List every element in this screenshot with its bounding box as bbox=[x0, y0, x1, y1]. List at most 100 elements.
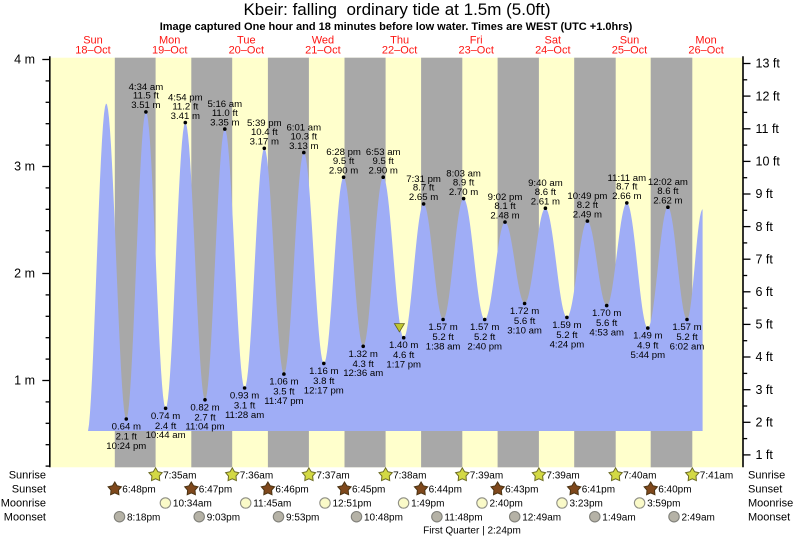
svg-text:10:48pm: 10:48pm bbox=[364, 512, 403, 523]
svg-text:7:31 pm: 7:31 pm bbox=[406, 174, 441, 185]
svg-text:12:17 pm: 12:17 pm bbox=[304, 385, 344, 396]
svg-text:10:49 pm: 10:49 pm bbox=[567, 191, 607, 202]
svg-text:4:54 pm: 4:54 pm bbox=[168, 93, 203, 104]
svg-text:6:40pm: 6:40pm bbox=[658, 485, 691, 496]
svg-text:3.51 m: 3.51 m bbox=[131, 100, 160, 111]
svg-text:5.6 ft: 5.6 ft bbox=[596, 318, 618, 329]
svg-text:8.7 ft: 8.7 ft bbox=[413, 183, 435, 194]
svg-text:11:45am: 11:45am bbox=[253, 499, 291, 510]
svg-text:21–Oct: 21–Oct bbox=[305, 45, 340, 57]
svg-text:20–Oct: 20–Oct bbox=[229, 45, 264, 57]
svg-text:1 m: 1 m bbox=[14, 374, 35, 388]
svg-text:3.13 m: 3.13 m bbox=[289, 141, 318, 152]
svg-text:8.6 ft: 8.6 ft bbox=[657, 186, 679, 197]
svg-text:10:34am: 10:34am bbox=[173, 499, 212, 510]
svg-text:3:23pm: 3:23pm bbox=[570, 499, 603, 510]
svg-text:5.6 ft: 5.6 ft bbox=[514, 316, 536, 327]
svg-text:2.90 m: 2.90 m bbox=[369, 165, 398, 176]
svg-text:Sunset: Sunset bbox=[748, 484, 782, 496]
svg-text:24–Oct: 24–Oct bbox=[535, 45, 570, 57]
svg-text:9.5 ft: 9.5 ft bbox=[373, 156, 395, 167]
svg-text:Moonset: Moonset bbox=[748, 511, 790, 523]
svg-text:Mon: Mon bbox=[695, 34, 716, 46]
svg-text:7:37am: 7:37am bbox=[316, 471, 349, 482]
svg-text:1.70 m: 1.70 m bbox=[592, 308, 621, 319]
svg-text:2.65 m: 2.65 m bbox=[409, 192, 438, 203]
svg-text:8.1 ft: 8.1 ft bbox=[494, 201, 516, 212]
svg-text:4:53 am: 4:53 am bbox=[589, 328, 624, 339]
svg-text:2:40 pm: 2:40 pm bbox=[467, 341, 502, 352]
svg-text:0.74 m: 0.74 m bbox=[151, 411, 180, 422]
svg-text:Sat: Sat bbox=[545, 34, 562, 46]
svg-text:2.7 ft: 2.7 ft bbox=[194, 412, 216, 423]
svg-text:6:45pm: 6:45pm bbox=[352, 485, 385, 496]
svg-text:1.57 m: 1.57 m bbox=[470, 322, 499, 333]
svg-text:9.5 ft: 9.5 ft bbox=[333, 156, 355, 167]
svg-text:9:02 pm: 9:02 pm bbox=[488, 192, 523, 203]
svg-text:2.90 m: 2.90 m bbox=[329, 165, 358, 176]
svg-text:8.6 ft: 8.6 ft bbox=[535, 187, 557, 198]
svg-text:10:24 pm: 10:24 pm bbox=[106, 441, 146, 452]
svg-text:First Quarter | 2:24pm: First Quarter | 2:24pm bbox=[423, 526, 521, 537]
svg-text:4 m: 4 m bbox=[14, 53, 35, 67]
svg-text:2.48 m: 2.48 m bbox=[490, 210, 519, 221]
svg-text:3:10 am: 3:10 am bbox=[507, 325, 542, 336]
svg-text:5 ft: 5 ft bbox=[756, 318, 774, 332]
svg-text:2.1 ft: 2.1 ft bbox=[116, 432, 138, 443]
svg-text:1.59 m: 1.59 m bbox=[552, 320, 581, 331]
svg-text:2.70 m: 2.70 m bbox=[449, 187, 478, 198]
svg-text:11:47 pm: 11:47 pm bbox=[264, 396, 303, 407]
svg-text:1:49pm: 1:49pm bbox=[411, 499, 444, 510]
svg-text:1:17 pm: 1:17 pm bbox=[386, 360, 421, 371]
svg-text:7:36am: 7:36am bbox=[240, 471, 273, 482]
svg-text:Sun: Sun bbox=[620, 34, 640, 46]
svg-text:2.4 ft: 2.4 ft bbox=[155, 421, 177, 432]
svg-text:0.64 m: 0.64 m bbox=[112, 422, 141, 433]
svg-text:Moonrise: Moonrise bbox=[1, 498, 46, 510]
svg-text:5:39 pm: 5:39 pm bbox=[247, 118, 282, 129]
svg-text:8 ft: 8 ft bbox=[756, 220, 774, 234]
svg-text:3.8 ft: 3.8 ft bbox=[313, 376, 335, 387]
svg-text:0.82 m: 0.82 m bbox=[190, 402, 219, 413]
svg-text:3 m: 3 m bbox=[14, 160, 35, 174]
svg-text:12:02 am: 12:02 am bbox=[648, 177, 688, 188]
svg-text:Image captured One hour and 18: Image captured One hour and 18 minutes b… bbox=[160, 21, 633, 33]
svg-text:11:48pm: 11:48pm bbox=[444, 512, 482, 523]
svg-text:11.5 ft: 11.5 ft bbox=[133, 91, 159, 102]
svg-text:13 ft: 13 ft bbox=[756, 57, 781, 71]
svg-text:2.66 m: 2.66 m bbox=[612, 191, 641, 202]
svg-text:6:47pm: 6:47pm bbox=[199, 485, 232, 496]
svg-text:2.61 m: 2.61 m bbox=[531, 196, 560, 207]
svg-text:23–Oct: 23–Oct bbox=[458, 45, 493, 57]
svg-text:5:44 pm: 5:44 pm bbox=[630, 350, 665, 361]
svg-text:Thu: Thu bbox=[390, 34, 409, 46]
svg-text:6:48pm: 6:48pm bbox=[122, 485, 155, 496]
svg-text:0.93 m: 0.93 m bbox=[230, 391, 259, 402]
svg-text:1.57 m: 1.57 m bbox=[428, 322, 457, 333]
svg-text:Tue: Tue bbox=[237, 34, 256, 46]
svg-text:2 ft: 2 ft bbox=[756, 416, 774, 430]
svg-text:4.9 ft: 4.9 ft bbox=[637, 341, 659, 352]
svg-text:7 ft: 7 ft bbox=[756, 252, 774, 266]
svg-text:4.3 ft: 4.3 ft bbox=[353, 359, 375, 370]
svg-text:8.7 ft: 8.7 ft bbox=[616, 182, 638, 193]
svg-text:9 ft: 9 ft bbox=[756, 187, 774, 201]
svg-text:3.5 ft: 3.5 ft bbox=[273, 387, 295, 398]
svg-text:11.2 ft: 11.2 ft bbox=[172, 101, 198, 112]
svg-text:7:38am: 7:38am bbox=[393, 471, 426, 482]
svg-text:7:35am: 7:35am bbox=[163, 471, 196, 482]
svg-text:9:03pm: 9:03pm bbox=[207, 512, 240, 523]
svg-text:6:53 am: 6:53 am bbox=[366, 147, 401, 158]
svg-text:1.40 m: 1.40 m bbox=[389, 340, 418, 351]
svg-text:Sun: Sun bbox=[83, 34, 103, 46]
svg-text:6:43pm: 6:43pm bbox=[505, 485, 538, 496]
svg-text:25–Oct: 25–Oct bbox=[612, 45, 647, 57]
svg-text:9:40 am: 9:40 am bbox=[528, 178, 563, 189]
svg-text:11:11 am: 11:11 am bbox=[608, 173, 647, 184]
svg-text:5.2 ft: 5.2 ft bbox=[676, 332, 698, 343]
svg-text:11 ft: 11 ft bbox=[756, 122, 780, 136]
svg-text:11:28 am: 11:28 am bbox=[225, 410, 264, 421]
svg-text:6:01 am: 6:01 am bbox=[286, 123, 321, 134]
svg-text:3.41 m: 3.41 m bbox=[171, 111, 200, 122]
svg-text:Sunrise: Sunrise bbox=[9, 470, 46, 482]
